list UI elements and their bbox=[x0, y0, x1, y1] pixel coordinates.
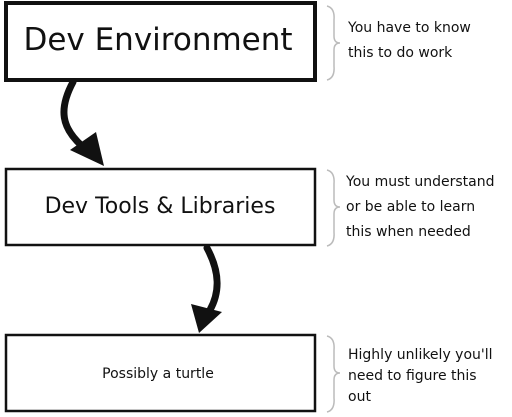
note-2-line-1: You must understand bbox=[345, 174, 494, 190]
note-1: You have to know this to do work bbox=[347, 20, 471, 61]
note-3-line-2: need to figure this bbox=[348, 368, 477, 384]
note-3: Highly unlikely you'll need to figure th… bbox=[348, 347, 493, 405]
note-1-line-2: this to do work bbox=[348, 45, 453, 61]
note-2-line-2: or be able to learn bbox=[346, 199, 475, 215]
box-dev-environment-label: Dev Environment bbox=[23, 22, 292, 58]
note-3-line-1: Highly unlikely you'll bbox=[348, 347, 493, 363]
note-2-line-3: this when needed bbox=[346, 224, 471, 240]
note-1-line-1: You have to know bbox=[347, 20, 471, 36]
brace-2 bbox=[326, 169, 341, 247]
note-3-line-3: out bbox=[348, 389, 371, 405]
box-dev-tools-libraries-label: Dev Tools & Libraries bbox=[45, 194, 276, 219]
box-possibly-a-turtle-label: Possibly a turtle bbox=[102, 366, 214, 382]
box-dev-environment: Dev Environment bbox=[4, 1, 317, 82]
arrow-env-to-tools bbox=[60, 78, 104, 166]
box-possibly-a-turtle: Possibly a turtle bbox=[4, 333, 317, 413]
brace-1 bbox=[326, 5, 341, 81]
box-dev-tools-libraries: Dev Tools & Libraries bbox=[4, 167, 317, 247]
brace-3 bbox=[326, 335, 341, 413]
arrow-tools-to-turtle bbox=[191, 244, 222, 333]
note-2: You must understand or be able to learn … bbox=[345, 174, 494, 240]
